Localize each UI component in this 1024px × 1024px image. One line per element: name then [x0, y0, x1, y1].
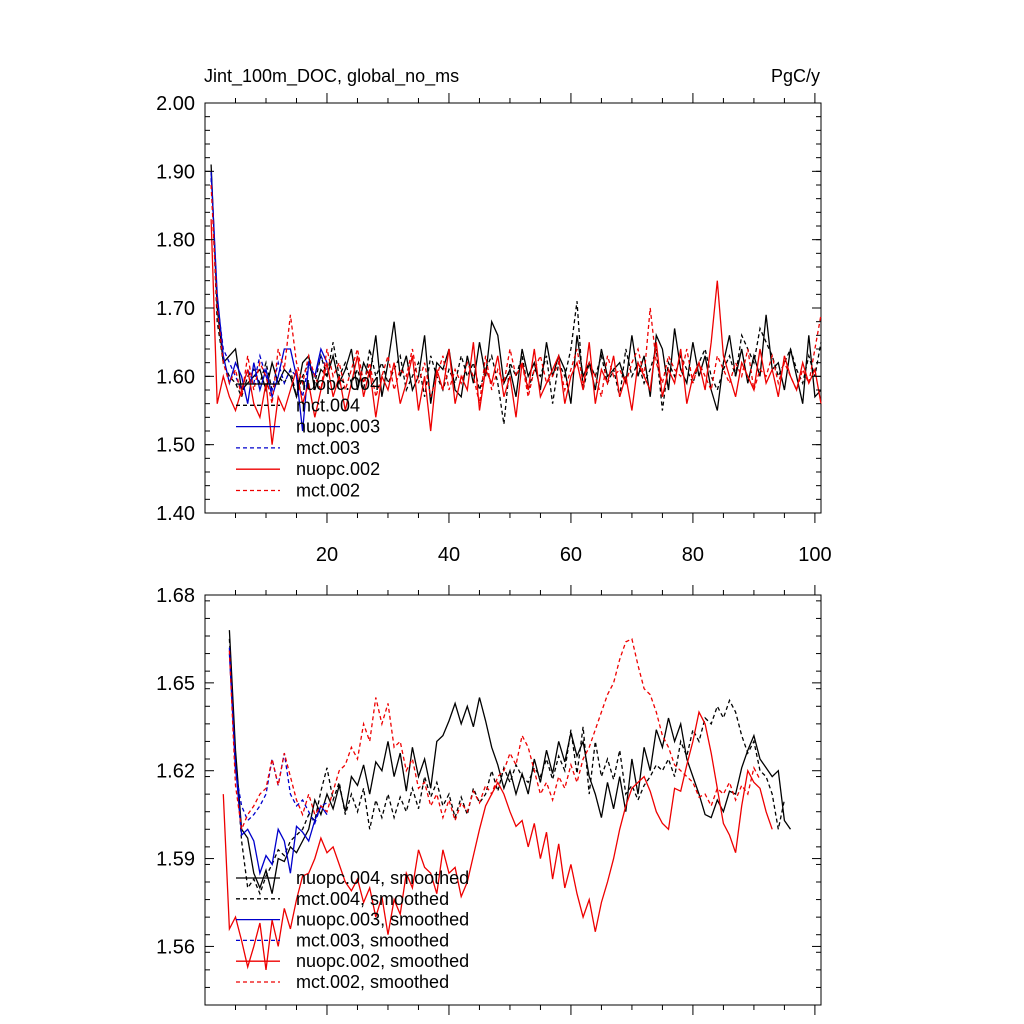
legend-label: nuopc.004	[296, 374, 380, 394]
legend-label: mct.004, smoothed	[296, 889, 449, 909]
x-tick-label: 80	[682, 544, 704, 566]
legend-label: nuopc.002, smoothed	[296, 951, 469, 971]
bottom-panel-axes: 1.56 1.59 1.62 1.65 1.68	[156, 585, 821, 1015]
top-panel-units: PgC/y	[771, 66, 820, 86]
series-line-mct-002-smoothed	[228, 637, 761, 832]
y-tick-label: 1.80	[156, 230, 195, 252]
y-tick-label: 1.40	[156, 503, 195, 525]
bottom-panel-series	[222, 630, 792, 970]
y-tick-label: 1.65	[156, 673, 195, 695]
x-tick-label: 40	[438, 544, 460, 566]
series-line-nuopc-002	[210, 219, 822, 445]
series-line-mct-003	[210, 178, 328, 397]
series-line-nuopc-004	[210, 164, 822, 411]
legend-label: nuopc.002	[296, 459, 380, 479]
series-line-nuopc-002-smoothed	[222, 710, 773, 970]
legend-label: nuopc.004, smoothed	[296, 868, 469, 888]
top-panel: Jint_100m_DOC, global_no_ms PgC/y 1.401.…	[156, 66, 832, 566]
x-tick-label: 60	[560, 544, 582, 566]
y-tick-label: 1.70	[156, 298, 195, 320]
series-line-nuopc-003-smoothed	[228, 653, 328, 876]
y-tick-label: 1.56	[156, 936, 195, 958]
x-tick-label: 100	[798, 544, 831, 566]
x-tick-label: 20	[316, 544, 338, 566]
bottom-panel-frame	[204, 594, 822, 1006]
legend-label: nuopc.003	[296, 417, 380, 437]
y-tick-label: 1.50	[156, 435, 195, 457]
top-panel-series	[210, 164, 822, 445]
series-line-mct-004	[210, 171, 822, 425]
y-tick-label: 2.00	[156, 93, 195, 115]
y-tick-label: 1.90	[156, 161, 195, 183]
y-tick-label: 1.62	[156, 761, 195, 783]
legend-label: mct.002	[296, 481, 360, 501]
y-tick-label: 1.68	[156, 585, 195, 607]
y-tick-label: 1.59	[156, 849, 195, 871]
legend-label: mct.003, smoothed	[296, 930, 449, 950]
legend-label: mct.003	[296, 438, 360, 458]
legend-label: mct.004	[296, 395, 360, 415]
top-panel-title: Jint_100m_DOC, global_no_ms	[204, 66, 459, 87]
legend-label: mct.002, smoothed	[296, 972, 449, 992]
series-line-mct-002	[210, 184, 822, 404]
y-tick-label: 1.60	[156, 366, 195, 388]
top-panel-axes: 1.40 1.50 1.60 1.70 1.80 1.90 2.00 20 40 60 80 100	[156, 93, 832, 566]
legend-label: nuopc.003, smoothed	[296, 910, 469, 930]
series-line-mct-003-smoothed	[228, 647, 328, 826]
top-panel-legend: nuopc.004mct.004nuopc.003mct.003nuopc.00…	[236, 374, 380, 501]
series-line-nuopc-004-smoothed	[228, 630, 792, 894]
bottom-panel: 1.56 1.59 1.62 1.65 1.68 nuopc.004, smoothed…	[156, 585, 822, 1015]
series-line-mct-004-smoothed	[228, 638, 786, 896]
